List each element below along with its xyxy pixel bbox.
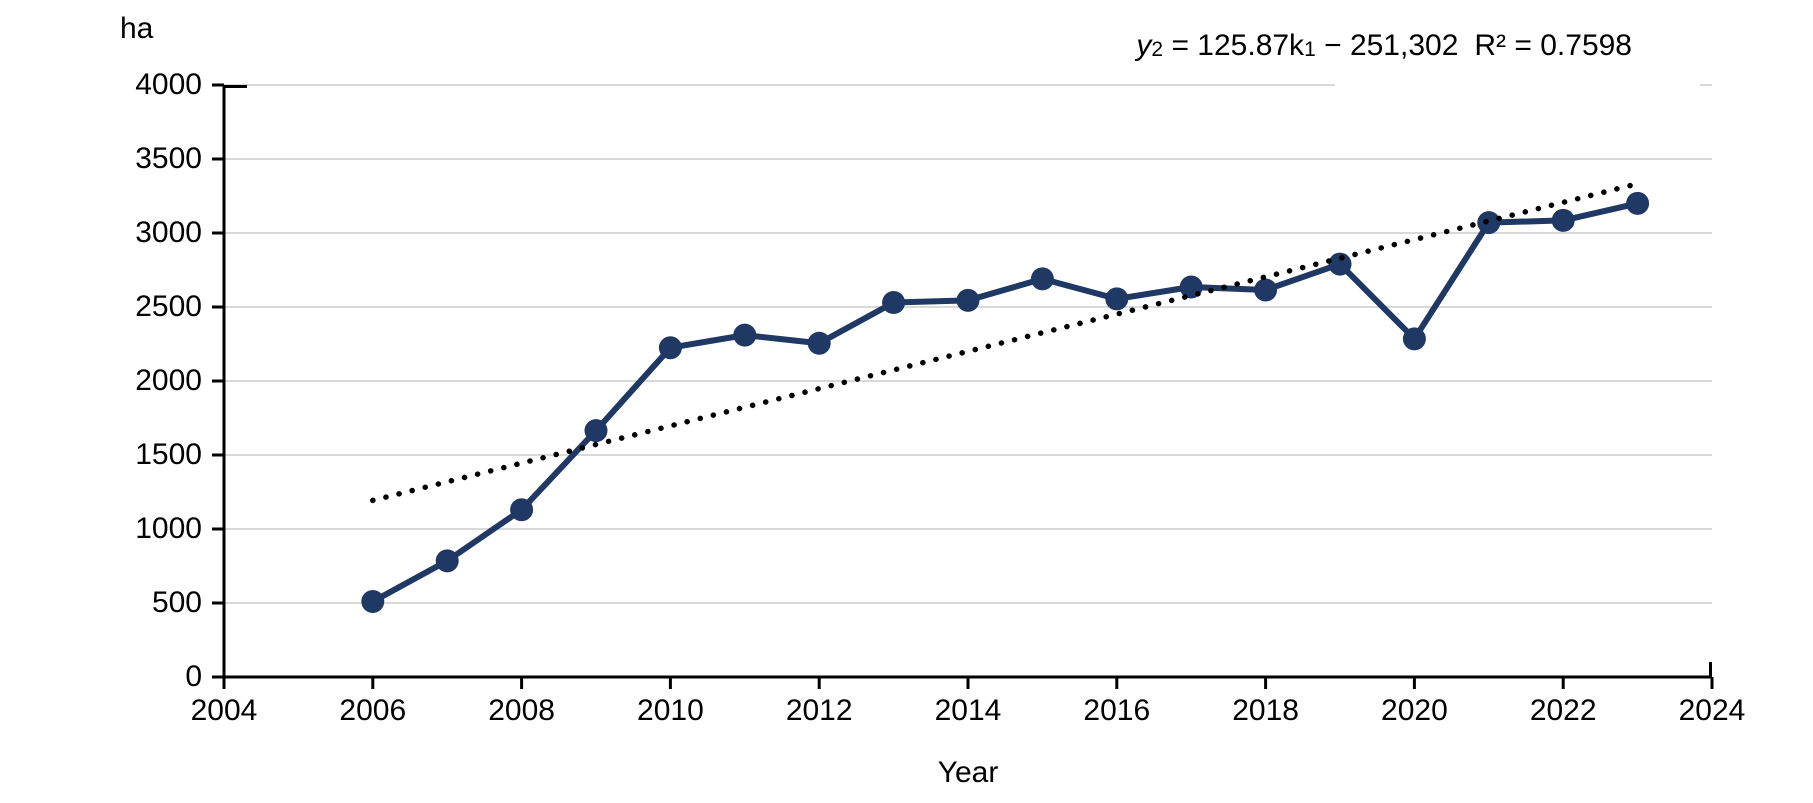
data-point-2014 bbox=[956, 288, 980, 312]
data-point-2021 bbox=[1477, 211, 1501, 235]
x-tick-label-2020: 2020 bbox=[1381, 694, 1448, 727]
data-point-2006 bbox=[361, 590, 385, 614]
x-tick-label-2014: 2014 bbox=[934, 694, 1002, 727]
y-tick-label-4000: 4000 bbox=[135, 68, 202, 101]
x-tick-label-2004: 2004 bbox=[190, 694, 258, 727]
data-point-2011 bbox=[733, 323, 757, 347]
equation-tail: − 251,302 bbox=[1315, 29, 1459, 62]
data-point-2007 bbox=[435, 549, 459, 573]
y-axis-unit-label: ha bbox=[120, 12, 154, 45]
x-tick-label-2016: 2016 bbox=[1083, 694, 1151, 727]
x-tick-label-2006: 2006 bbox=[339, 694, 407, 727]
data-point-2018 bbox=[1254, 278, 1278, 302]
data-point-2016 bbox=[1105, 287, 1129, 311]
x-tick-label-2022: 2022 bbox=[1529, 694, 1597, 727]
equation-y-variable: y bbox=[1136, 29, 1152, 62]
data-point-2022 bbox=[1551, 208, 1575, 232]
data-point-2008 bbox=[510, 498, 534, 522]
data-series-line bbox=[369, 200, 1641, 605]
y-tick-label-1500: 1500 bbox=[135, 438, 202, 471]
data-point-2010 bbox=[658, 336, 682, 360]
data-point-2009 bbox=[584, 419, 608, 443]
data-point-2020 bbox=[1402, 327, 1426, 351]
trendline bbox=[370, 180, 1645, 504]
equation-body: = 125.87k bbox=[1163, 29, 1305, 62]
x-tick-label-2024: 2024 bbox=[1678, 694, 1746, 727]
y-tick-label-3000: 3000 bbox=[135, 216, 202, 249]
y-tick-label-1000: 1000 bbox=[135, 512, 202, 545]
y-tick-label-0: 0 bbox=[185, 660, 202, 693]
x-tick-label-2018: 2018 bbox=[1232, 694, 1299, 727]
y-tick-label-2500: 2500 bbox=[135, 290, 202, 323]
x-axis-title: Year bbox=[937, 756, 999, 789]
data-point-2012 bbox=[807, 331, 831, 355]
data-point-2015 bbox=[1030, 267, 1054, 291]
data-point-2019 bbox=[1328, 252, 1352, 276]
data-point-2013 bbox=[882, 291, 906, 315]
y-tick-label-500: 500 bbox=[151, 586, 202, 619]
equation-r-squared: R² = 0.7598 bbox=[1474, 29, 1632, 62]
x-tick-label-2010: 2010 bbox=[637, 694, 704, 727]
data-point-2023 bbox=[1626, 191, 1650, 215]
y-tick-label-2000: 2000 bbox=[135, 364, 202, 397]
x-tick-label-2012: 2012 bbox=[785, 694, 853, 727]
x-tick-label-2008: 2008 bbox=[488, 694, 555, 727]
y-tick-label-3500: 3500 bbox=[135, 142, 202, 175]
